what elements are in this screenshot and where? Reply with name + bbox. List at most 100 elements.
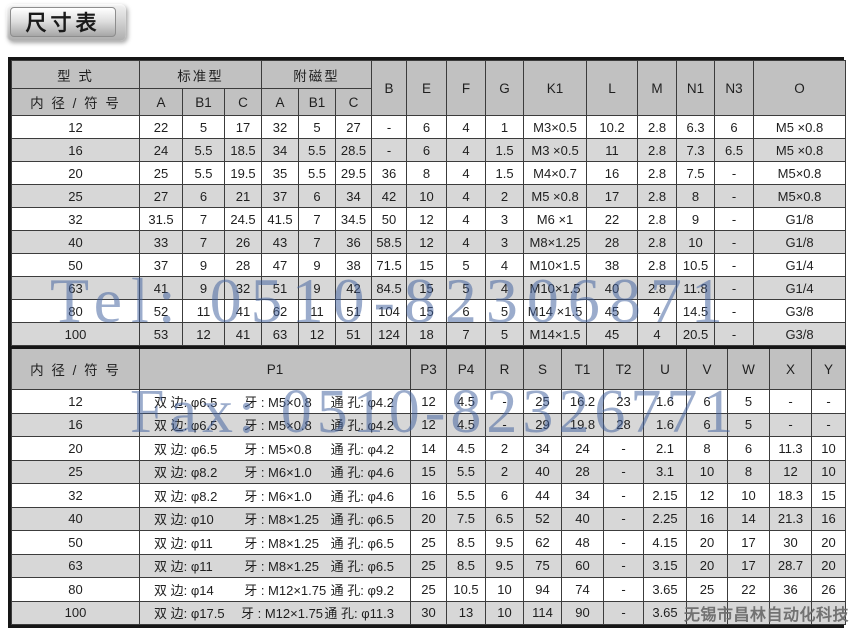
data-cell: 5.5 — [298, 138, 337, 162]
p1-hole-value: 通 孔: φ6.5 — [330, 535, 394, 551]
title-plate: 尺寸表 — [6, 4, 126, 41]
data-cell: 34 — [523, 436, 562, 461]
data-cell: 18 — [406, 322, 448, 346]
bore-cell: 20 — [11, 161, 140, 185]
data-cell: 6.5 — [714, 138, 755, 162]
data-cell: - — [603, 506, 644, 531]
data-cell: 7 — [446, 322, 487, 346]
data-cell: 62 — [261, 299, 300, 323]
data-cell — [811, 600, 846, 625]
data-cell: 51 — [335, 299, 373, 323]
data-cell: 6 — [686, 412, 728, 437]
data-cell: 20 — [811, 553, 846, 578]
bore-cell: 100 — [11, 322, 140, 346]
data-cell: 25 — [686, 577, 728, 602]
data-cell: 63 — [261, 322, 300, 346]
data-cell: M5×0.8 — [753, 184, 847, 208]
header-col-U: U — [643, 347, 687, 390]
data-cell: 26 — [811, 577, 846, 602]
data-cell: 34 — [335, 184, 373, 208]
p1-thread-value: 牙 : M5×0.8 — [244, 418, 312, 434]
bore-cell: 50 — [11, 530, 140, 555]
data-cell: 17 — [727, 530, 770, 555]
header-col-L: L — [586, 60, 639, 116]
data-cell: 4 — [485, 253, 525, 277]
data-cell: 11.8 — [676, 276, 716, 300]
data-cell: 19.8 — [561, 412, 604, 437]
data-cell: 27 — [139, 184, 183, 208]
data-cell: 30 — [410, 600, 447, 625]
data-cell: 6 — [714, 115, 755, 139]
table-row: 100 双 边: φ17.5 牙 : M12×1.75 通 孔: φ11.3 30 13 1… — [11, 600, 846, 625]
data-cell: 2 — [485, 459, 524, 484]
data-cell: - — [811, 389, 846, 414]
data-cell: G3/8 — [753, 299, 847, 323]
data-cell: 14 — [410, 436, 447, 461]
data-cell: 6 — [446, 299, 487, 323]
data-cell: 2.8 — [637, 230, 678, 254]
data-cell: 9 — [182, 253, 225, 277]
data-cell: 104 — [371, 299, 408, 323]
data-cell: 16 — [410, 483, 447, 508]
header-col-S: S — [523, 347, 562, 390]
data-cell: 10 — [406, 184, 448, 208]
data-cell: 12 — [410, 412, 447, 437]
data-cell: G1/8 — [753, 230, 847, 254]
data-cell: - — [714, 276, 755, 300]
data-cell: 1.6 — [643, 412, 687, 437]
p1-cell: 双 边: φ8.2 牙 : M6×1.0 通 孔: φ4.6 — [139, 483, 411, 508]
data-cell: - — [371, 115, 408, 139]
data-cell: 5 — [298, 115, 337, 139]
data-cell: 29 — [523, 412, 562, 437]
header-standard-type: 标准型 — [138, 60, 263, 89]
data-cell: 10 — [686, 459, 728, 484]
header-subcol-B1-standard: B1 — [182, 88, 225, 116]
data-cell: 36 — [371, 161, 408, 185]
data-cell: 42 — [335, 276, 373, 300]
data-cell: 3.65 — [643, 600, 687, 625]
header-bore-symbol-2: 内 径 / 符 号 — [11, 347, 140, 390]
header-subcol-A-standard: A — [139, 88, 183, 116]
bore-cell: 40 — [11, 506, 140, 531]
data-cell: 17 — [223, 115, 263, 139]
data-cell: 47 — [261, 253, 300, 277]
data-cell: 37 — [261, 184, 300, 208]
table2-header-row: 内 径 / 符 号 P1 P3 P4 R S T1 T2 U V W X Y — [11, 347, 846, 390]
bore-cell: 25 — [11, 184, 140, 208]
data-cell: 11 — [182, 299, 225, 323]
p1-thread-value: 牙 : M12×1.75 — [241, 606, 324, 622]
data-cell: - — [603, 577, 644, 602]
data-cell: 10.5 — [446, 577, 486, 602]
data-cell: M5×0.8 — [753, 161, 847, 185]
data-cell: 71.5 — [371, 253, 408, 277]
data-cell: - — [603, 436, 644, 461]
table1-header: 型 式 标准型 附磁型 B E F G K1 L M N1 N3 O 内 径 /… — [11, 60, 847, 116]
data-cell: 9.5 — [485, 530, 524, 555]
data-cell: 48 — [561, 530, 604, 555]
data-cell: M8×1.25 — [523, 230, 588, 254]
bore-cell: 32 — [11, 483, 140, 508]
data-cell: 4.15 — [643, 530, 687, 555]
data-cell: 31.5 — [139, 207, 183, 231]
data-cell: 17 — [727, 553, 770, 578]
data-cell: M5 ×0.8 — [753, 115, 847, 139]
data-cell: 20 — [686, 530, 728, 555]
data-cell: 6 — [406, 115, 448, 139]
data-cell: 15 — [811, 483, 846, 508]
data-cell: 7.5 — [446, 506, 486, 531]
data-cell: 24.5 — [223, 207, 263, 231]
data-cell: 6 — [727, 436, 770, 461]
data-cell: 6 — [485, 483, 524, 508]
data-cell: 14 — [727, 506, 770, 531]
header-col-W: W — [727, 347, 770, 390]
data-cell: 5.5 — [182, 161, 225, 185]
page-title-text: 尺寸表 — [25, 12, 101, 35]
data-cell: 5 — [485, 322, 525, 346]
data-cell: 12 — [406, 230, 448, 254]
data-cell: 124 — [371, 322, 408, 346]
data-cell: 28.7 — [769, 553, 812, 578]
data-cell: 58.5 — [371, 230, 408, 254]
data-cell: 5 — [485, 299, 525, 323]
table-row: 63 双 边: φ11 牙 : M8×1.25 通 孔: φ6.5 25 8.5 9.5 75… — [11, 553, 846, 578]
p1-cell: 双 边: φ6.5 牙 : M5×0.8 通 孔: φ4.2 — [139, 412, 411, 437]
